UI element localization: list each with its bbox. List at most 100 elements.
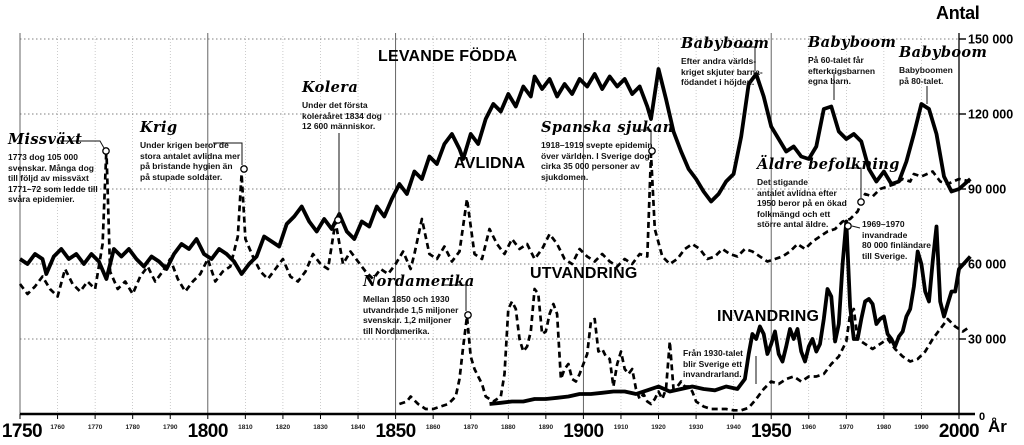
marker-aldre_befolkning xyxy=(857,198,865,206)
x-minor-label: 1820 xyxy=(276,424,291,431)
series-label: UTVANDRING xyxy=(530,265,638,282)
y-tick-label: 30 000 xyxy=(968,333,1006,347)
x-minor-label: 1890 xyxy=(539,424,554,431)
x-minor-label: 1760 xyxy=(50,424,65,431)
x-major-label: 1800 xyxy=(188,421,228,442)
x-minor-label: 1840 xyxy=(351,424,366,431)
series-invandring xyxy=(489,219,972,406)
x-minor-label: 1930 xyxy=(689,424,704,431)
annotation-text-line: Under krigen beror de xyxy=(140,140,229,150)
series-label: LEVANDE FÖDDA xyxy=(378,48,518,65)
annotation-text-line: till Sverige. xyxy=(862,250,908,261)
annotation-text-line: 1969–1970 xyxy=(862,219,905,229)
leader-missvaxt xyxy=(60,140,105,149)
annotation-text-line: 1771–72 som ledde till xyxy=(8,183,98,194)
x-minor-label: 1790 xyxy=(163,424,178,431)
annotation-aldre_befolkning: Äldre befolkning Det stigande antalet avli… xyxy=(757,156,900,230)
annotation-krig: Krig Under krigen beror de stora antalet a… xyxy=(140,119,242,182)
annotation-title: Babyboom xyxy=(808,34,897,51)
x-minor-label: 1830 xyxy=(313,424,328,431)
x-minor-label: 1920 xyxy=(651,424,666,431)
annotation-text-line: 1773 dog 105 000 xyxy=(8,152,78,162)
y-tick-label: 150 000 xyxy=(968,33,1013,47)
annotation-text-line: utvandrade 1,5 miljoner xyxy=(363,304,459,315)
x-minor-label: 1940 xyxy=(726,424,741,431)
series-label: INVANDRING xyxy=(717,308,820,325)
annotation-text-line: på bristande hygien än xyxy=(140,161,233,171)
annotation-missvaxt: Missväxt 1773 dog 105 000 svenskar. Många … xyxy=(8,131,100,205)
marker-spanska_sjukan xyxy=(648,147,656,155)
annotation-text-line: 1950 beror på en ökad xyxy=(757,198,847,208)
annotation-text-line: Från 1930-talet xyxy=(683,348,743,358)
x-minor-label: 1990 xyxy=(914,424,929,431)
annotation-text-line: på stupade soldater. xyxy=(140,171,223,182)
annotation-text-line: Efter andra världs- xyxy=(681,56,757,66)
leader-krig xyxy=(213,142,243,165)
annotation-text-line: till följd av missväxt xyxy=(8,173,89,183)
leader-babyboom_40 xyxy=(740,46,756,71)
annotation-text-line: till Nordamerika. xyxy=(363,325,430,336)
series-utvandring xyxy=(398,287,972,412)
marker-nordamerika xyxy=(464,311,472,319)
annotation-kolera: Kolera Under det första koleraåret 1834 do… xyxy=(302,79,388,132)
annotation-text-line: större antal äldre. xyxy=(757,219,829,229)
x-minor-label: 1770 xyxy=(88,424,103,431)
x-major-label: 1950 xyxy=(751,421,791,442)
x-axis-title: År xyxy=(988,417,1007,436)
series-label: AVLIDNA xyxy=(454,155,526,172)
x-minor-label: 1910 xyxy=(614,424,629,431)
x-major-label: 1850 xyxy=(375,421,415,442)
annotation-text-line: kriget skjuter barna- xyxy=(681,66,763,77)
x-minor-label: 1810 xyxy=(238,424,253,431)
annotation-title: Krig xyxy=(140,119,178,136)
annotation-text-line: Mellan 1850 och 1930 xyxy=(363,294,450,304)
annotation-text-line: antalet avlidna efter xyxy=(757,187,837,198)
annotation-babyboom_60: Babyboom På 60-talet får efterkrigsbarnen e… xyxy=(808,34,897,87)
leader-spanska_sjukan xyxy=(636,129,652,147)
annotation-text-line: blir Sverige ett xyxy=(683,358,743,369)
annotation-title: Äldre befolkning xyxy=(757,156,900,173)
leader-aldre_befolkning xyxy=(849,167,862,198)
y-tick-label: 120 000 xyxy=(968,108,1013,122)
annotation-fran_1930: Från 1930-talet blir Sverige ett invandrar… xyxy=(683,348,757,380)
x-minor-label: 1970 xyxy=(839,424,854,431)
x-major-label: 1750 xyxy=(2,421,42,442)
annotation-spanska_sjukan: Spanska sjukan 1918–1919 svepte epidemin ö… xyxy=(541,119,673,182)
annotation-title: Kolera xyxy=(302,79,359,96)
annotation-text-line: 80 000 finländare xyxy=(862,240,931,250)
annotation-text-line: invandrarland. xyxy=(683,369,742,379)
y-zero-label: 0 xyxy=(979,411,985,423)
annotation-text-line: svenskar. 1,2 miljoner xyxy=(363,315,452,325)
annotation-text-line: efterkrigsbarnen xyxy=(808,65,876,76)
annotation-text-line: invandrade xyxy=(862,229,908,240)
annotation-text-line: svenskar. Många dog xyxy=(8,162,94,173)
marker-finlandare xyxy=(844,222,852,230)
annotation-text-line: svåra epidemier. xyxy=(8,194,75,204)
annotation-text-line: På 60-talet får xyxy=(808,55,864,65)
annotation-text-line: koleraåret 1834 dog xyxy=(302,110,382,121)
x-major-label: 1900 xyxy=(563,421,603,442)
marker-kolera xyxy=(334,216,342,224)
annotation-text-line: 1918–1919 svepte epidemin xyxy=(541,140,653,150)
annotation-babyboom_80: Babyboom Babyboomen på 80-talet. xyxy=(899,44,987,86)
series-levande_fodda xyxy=(18,67,972,281)
annotation-text-line: cirka 35 000 personer av xyxy=(541,161,640,171)
x-major-label: 2000 xyxy=(939,421,979,442)
annotation-text-line: 12 600 människor. xyxy=(302,121,376,131)
x-minor-label: 1870 xyxy=(463,424,478,431)
series-avlidna xyxy=(18,147,971,298)
annotation-text-line: födandet i höjden. xyxy=(681,77,755,87)
annotation-babyboom_40: Babyboom Efter andra världs-kriget skjute… xyxy=(681,35,769,88)
annotation-title: Missväxt xyxy=(8,131,83,148)
annotation-nordamerika: Nordamerika Mellan 1850 och 1930 utvandrad… xyxy=(363,273,474,336)
x-minor-label: 1960 xyxy=(802,424,817,431)
x-minor-label: 1980 xyxy=(877,424,892,431)
y-axis-title: Antal xyxy=(936,3,980,23)
leader-finlandare xyxy=(851,225,861,229)
y-tick-label: 90 000 xyxy=(968,183,1006,197)
annotation-text-line: sjukdomen. xyxy=(541,171,589,182)
marker-missvaxt xyxy=(102,147,110,155)
annotation-text-line: Under det första xyxy=(302,100,368,110)
x-minor-label: 1860 xyxy=(426,424,441,431)
